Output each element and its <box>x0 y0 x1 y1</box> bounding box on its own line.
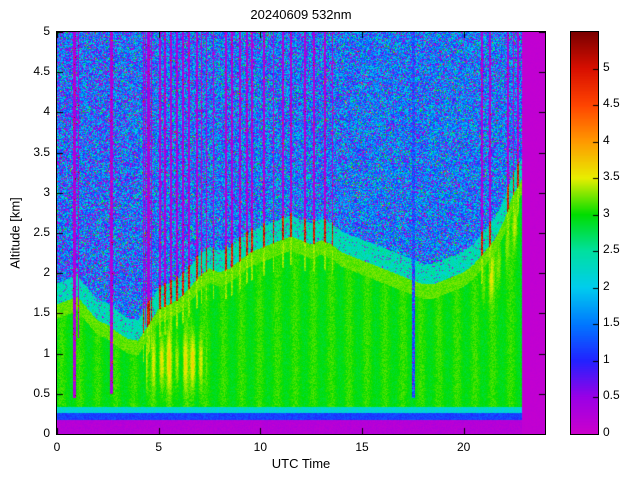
colorbar-canvas <box>571 32 598 434</box>
x-axis-label: UTC Time <box>271 456 331 471</box>
x-tick-label: 20 <box>456 440 471 454</box>
x-tick-label: 15 <box>355 440 369 454</box>
x-tick-label: 5 <box>155 440 162 454</box>
colorbar-tick-label: 4.5 <box>603 96 620 111</box>
y-tick-label: 3 <box>43 184 50 199</box>
colorbar <box>570 31 599 435</box>
colorbar-tick-label: 5 <box>603 59 610 74</box>
y-tick-label: 0.5 <box>33 385 50 400</box>
colorbar-tick-label: 0.5 <box>603 388 620 403</box>
y-tick-label: 4 <box>43 104 50 119</box>
y-tick-label: 5 <box>43 24 50 38</box>
colorbar-tick-label: 3 <box>603 205 610 220</box>
chart-title: 20240609 532nm <box>250 7 352 22</box>
y-tick-label: 0 <box>43 426 50 440</box>
y-tick-label: 4.5 <box>33 64 50 79</box>
y-tick-label: 1 <box>43 345 50 360</box>
heatmap-canvas <box>57 32 545 434</box>
y-tick-label: 3.5 <box>33 144 50 159</box>
colorbar-tick-label: 2 <box>603 278 610 293</box>
colorbar-tick-label: 2.5 <box>603 242 620 257</box>
colorbar-tick-label: 3.5 <box>603 169 620 184</box>
y-tick-label: 2 <box>43 265 50 280</box>
colorbar-tick-label: 1 <box>603 351 610 366</box>
y-tick-label: 2.5 <box>33 225 50 239</box>
x-tick-label: 0 <box>53 440 61 454</box>
colorbar-tick-label: 1.5 <box>603 315 620 330</box>
y-tick-label: 1.5 <box>33 305 50 320</box>
colorbar-tick-label: 0 <box>603 425 610 439</box>
x-tick-label: 10 <box>253 440 267 454</box>
colorbar-tick-label: 4 <box>603 132 610 147</box>
plot-area <box>56 31 546 435</box>
